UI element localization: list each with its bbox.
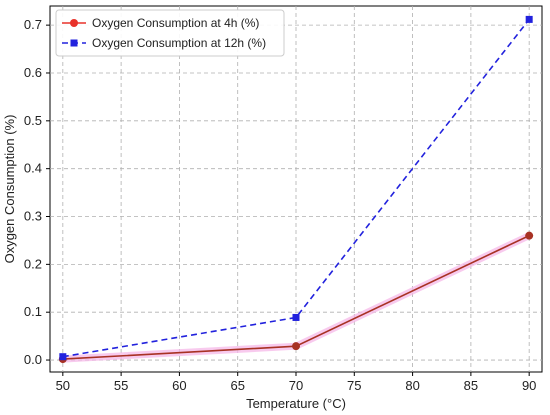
y-tick-label: 0.1: [24, 304, 42, 319]
legend: Oxygen Consumption at 4h (%) Oxygen Cons…: [55, 9, 285, 57]
data-point: [292, 342, 300, 351]
data-point: [292, 313, 300, 321]
y-tick-label: 0.7: [24, 17, 42, 32]
x-tick-label: 80: [405, 378, 419, 393]
x-axis: 50 55 60 65 70 75 80 85 90: [56, 372, 536, 393]
y-axis: 0.0 0.1 0.2 0.3 0.4 0.5 0.6 0.7: [24, 17, 50, 367]
legend-label-4h: Oxygen Consumption at 4h (%): [92, 16, 259, 30]
legend-marker-4h: [70, 19, 78, 27]
x-tick-label: 75: [347, 378, 361, 393]
x-tick-label: 70: [289, 378, 303, 393]
data-point: [59, 353, 67, 361]
x-tick-label: 55: [114, 378, 128, 393]
legend-marker-12h: [70, 39, 78, 47]
data-point: [525, 15, 533, 23]
y-tick-label: 0.0: [24, 352, 42, 367]
y-tick-label: 0.5: [24, 113, 42, 128]
data-point: [525, 231, 534, 240]
x-tick-label: 50: [56, 378, 70, 393]
y-axis-label: Oxygen Consumption (%): [2, 115, 17, 264]
series-layer: [58, 15, 534, 364]
legend-box: [55, 9, 285, 57]
x-axis-label: Temperature (°C): [246, 396, 346, 411]
x-tick-label: 65: [230, 378, 244, 393]
y-tick-label: 0.6: [24, 65, 42, 80]
x-tick-label: 90: [522, 378, 536, 393]
y-tick-label: 0.3: [24, 209, 42, 224]
y-tick-label: 0.4: [24, 161, 42, 176]
grid-lines: [50, 6, 542, 372]
legend-label-12h: Oxygen Consumption at 12h (%): [92, 36, 266, 50]
x-tick-label: 85: [464, 378, 478, 393]
x-tick-label: 60: [172, 378, 186, 393]
y-tick-label: 0.2: [24, 256, 42, 271]
